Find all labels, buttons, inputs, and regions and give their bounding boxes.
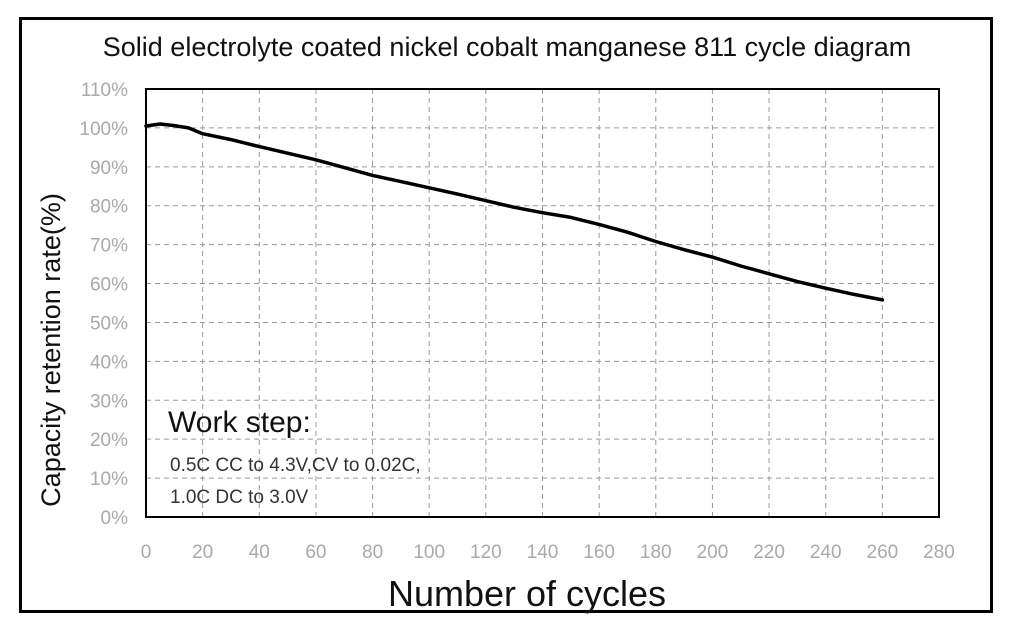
annotation-line: 0.5C CC to 4.3V,CV to 0.02C, bbox=[170, 455, 421, 476]
y-tick-label: 30% bbox=[90, 391, 128, 412]
x-tick-label: 60 bbox=[305, 542, 326, 563]
annotation-heading: Work step: bbox=[168, 406, 311, 439]
x-tick-label: 220 bbox=[753, 542, 785, 563]
y-tick-label: 60% bbox=[90, 275, 128, 296]
x-tick-label: 80 bbox=[362, 542, 383, 563]
plot-area bbox=[145, 88, 940, 518]
x-tick-label: 0 bbox=[141, 542, 152, 563]
chart-frame bbox=[19, 17, 993, 613]
y-tick-label: 0% bbox=[101, 508, 129, 529]
x-tick-label: 40 bbox=[249, 542, 270, 563]
y-tick-label: 110% bbox=[81, 80, 128, 101]
chart-title: Solid electrolyte coated nickel cobalt m… bbox=[103, 32, 911, 62]
x-axis-label: Number of cycles bbox=[388, 573, 666, 614]
capacity-retention-line bbox=[144, 122, 885, 302]
y-tick-label: 80% bbox=[90, 197, 128, 218]
tick-labels: 0 20 40 60 80 100 120 140 160 180 200 220 240 260 280 0… bbox=[79, 80, 954, 563]
y-axis-label: Capacity retention rate(%) bbox=[36, 193, 66, 507]
x-tick-label: 160 bbox=[583, 542, 615, 563]
x-tick-label: 240 bbox=[810, 542, 842, 563]
y-tick-label: 50% bbox=[90, 313, 128, 334]
y-tick-label: 100% bbox=[79, 119, 128, 140]
y-tick-label: 10% bbox=[90, 469, 128, 490]
x-tick-label: 180 bbox=[640, 542, 672, 563]
y-tick-label: 20% bbox=[90, 430, 128, 451]
x-tick-label: 200 bbox=[697, 542, 729, 563]
y-tick-label: 40% bbox=[90, 352, 128, 373]
annotation-line: 1.0C DC to 3.0V bbox=[170, 487, 309, 508]
series-layer bbox=[144, 122, 885, 302]
x-tick-label: 20 bbox=[192, 542, 213, 563]
x-tick-label: 140 bbox=[527, 542, 559, 563]
y-tick-label: 90% bbox=[90, 158, 128, 179]
y-tick-label: 70% bbox=[90, 236, 128, 257]
x-tick-label: 260 bbox=[867, 542, 899, 563]
x-tick-label: 120 bbox=[470, 542, 502, 563]
x-tick-label: 280 bbox=[923, 542, 955, 563]
grid bbox=[146, 89, 939, 517]
x-tick-label: 100 bbox=[413, 542, 445, 563]
